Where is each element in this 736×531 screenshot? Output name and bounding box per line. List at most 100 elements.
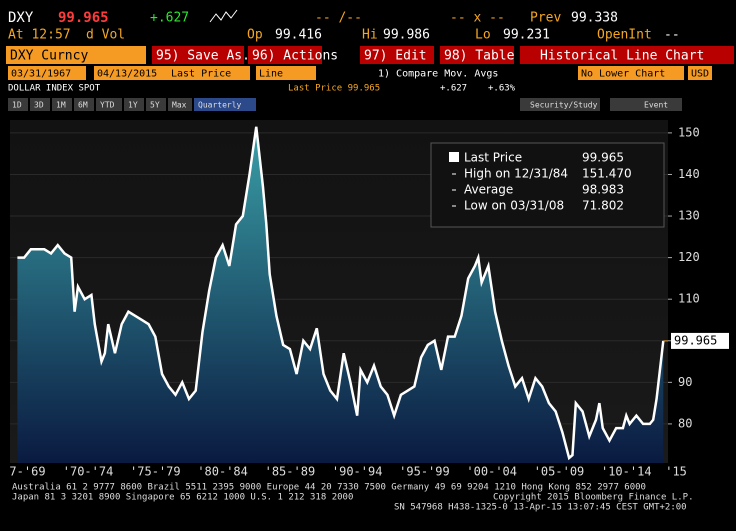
label: 99.338 xyxy=(571,11,618,26)
toolbar-button[interactable] xyxy=(248,46,322,64)
label: At 12:57 xyxy=(8,28,71,43)
x-tick-label: '70-'74 xyxy=(63,465,114,479)
period-button[interactable] xyxy=(52,98,72,111)
last-value-label: 99.965 xyxy=(674,333,717,347)
label: Max xyxy=(172,101,187,110)
sparkline xyxy=(209,9,238,23)
label: 99.416 xyxy=(275,28,322,43)
control[interactable] xyxy=(94,66,168,80)
legend-value: 99.965 xyxy=(582,151,624,165)
x-tick-label: '90-'94 xyxy=(332,465,383,479)
legend xyxy=(430,142,665,228)
tool-button[interactable] xyxy=(520,98,600,111)
label: 97) Edit xyxy=(364,49,427,64)
label: OpenInt xyxy=(597,28,652,43)
label: YTD xyxy=(100,101,115,110)
label: 99.986 xyxy=(383,28,430,43)
legend-stat: Low on 03/31/08 xyxy=(464,199,564,213)
period-button[interactable] xyxy=(146,98,166,111)
label: Hi xyxy=(362,28,378,43)
control[interactable] xyxy=(578,66,684,80)
label: DXY xyxy=(8,10,34,26)
label: Japan 81 3 3201 8900 Singapore 65 6212 1… xyxy=(12,493,353,503)
label: Event xyxy=(644,101,668,110)
label: +.627 xyxy=(150,11,189,26)
tool-button[interactable] xyxy=(610,98,682,111)
legend-stat: High on 12/31/84 xyxy=(464,167,568,181)
period-button[interactable] xyxy=(74,98,94,111)
period-button[interactable] xyxy=(96,98,122,111)
label: DXY Curncy xyxy=(10,49,88,64)
x-tick-label: '95-'99 xyxy=(399,465,450,479)
label: Last Price 99.965 xyxy=(288,84,380,94)
label: Historical Line Chart xyxy=(540,49,704,64)
label: Quarterly xyxy=(198,101,242,110)
label: 95) Save As... xyxy=(156,49,266,64)
x-tick-label: '85-'89 xyxy=(265,465,316,479)
control[interactable] xyxy=(688,66,712,80)
label: 04/13/2015 xyxy=(97,69,157,80)
label: No Lower Chart xyxy=(581,69,665,80)
line xyxy=(17,126,665,461)
label: 96) Actions xyxy=(252,49,338,64)
toolbar-button[interactable] xyxy=(440,46,514,64)
y-tick-label: 120 xyxy=(678,250,700,264)
toolbar-button[interactable] xyxy=(152,46,244,64)
label: USD xyxy=(691,69,709,80)
label: 6M xyxy=(78,101,88,110)
control[interactable] xyxy=(256,66,316,80)
y-tick-label: 110 xyxy=(678,292,700,306)
last-box xyxy=(671,332,729,349)
security-box xyxy=(6,46,146,64)
legend-stat-value: 71.802 xyxy=(582,199,624,213)
label: Lo xyxy=(475,28,491,43)
y-tick-label: 130 xyxy=(678,209,700,223)
legend-stat: Average xyxy=(464,183,513,197)
label: Last Price xyxy=(171,69,231,80)
legend-swatch xyxy=(449,152,459,162)
x-tick-label: 7-'69 xyxy=(9,465,45,479)
label: 1M xyxy=(56,101,66,110)
legend-entry: Last Price xyxy=(464,151,522,165)
label: d Vol xyxy=(86,28,125,43)
y-tick-label: 150 xyxy=(678,125,700,139)
label: Line xyxy=(259,69,283,80)
label: 1Y xyxy=(128,101,138,110)
label: SN 547968 H438-1325-0 13-Apr-15 13:07:45… xyxy=(394,503,687,513)
label: 5Y xyxy=(150,101,160,110)
view-box xyxy=(520,46,734,64)
label: 99.231 xyxy=(503,28,550,43)
period-button[interactable] xyxy=(8,98,28,111)
y-tick-label: 90 xyxy=(678,375,692,389)
label: Security/Study xyxy=(530,101,598,110)
label: Prev xyxy=(530,11,561,26)
toolbar-button[interactable] xyxy=(360,46,434,64)
control[interactable] xyxy=(8,66,86,80)
x-tick-label: '05-'09 xyxy=(534,465,585,479)
x-tick-label: '10-'14 xyxy=(601,465,652,479)
x-tick-label: '75-'79 xyxy=(130,465,181,479)
label: 1) Compare Mov. Avgs xyxy=(378,69,498,80)
label: 99.965 xyxy=(58,10,109,26)
legend-stat-value: 98.983 xyxy=(582,183,624,197)
label: 03/31/1967 xyxy=(11,69,71,80)
control[interactable] xyxy=(168,66,250,80)
y-tick-label: 80 xyxy=(678,416,692,430)
period-button[interactable] xyxy=(30,98,50,111)
period-button[interactable] xyxy=(194,98,256,111)
label: +.627 xyxy=(440,84,467,94)
label: -- xyxy=(664,28,680,43)
label: Australia 61 2 9777 8600 Brazil 5511 239… xyxy=(12,483,646,493)
label: DOLLAR INDEX SPOT xyxy=(8,84,101,94)
label: 98) Table xyxy=(444,49,515,64)
x-tick-label: '80-'84 xyxy=(197,465,248,479)
y-tick-label: 140 xyxy=(678,167,700,181)
period-button[interactable] xyxy=(168,98,192,111)
legend-stat-value: 151.470 xyxy=(582,167,632,181)
x-tick-label: '00-'04 xyxy=(466,465,517,479)
period-button[interactable] xyxy=(124,98,144,111)
label: -- x -- xyxy=(450,11,505,26)
label: Copyright 2015 Bloomberg Finance L.P. xyxy=(493,493,693,503)
label: 3D xyxy=(34,101,44,110)
